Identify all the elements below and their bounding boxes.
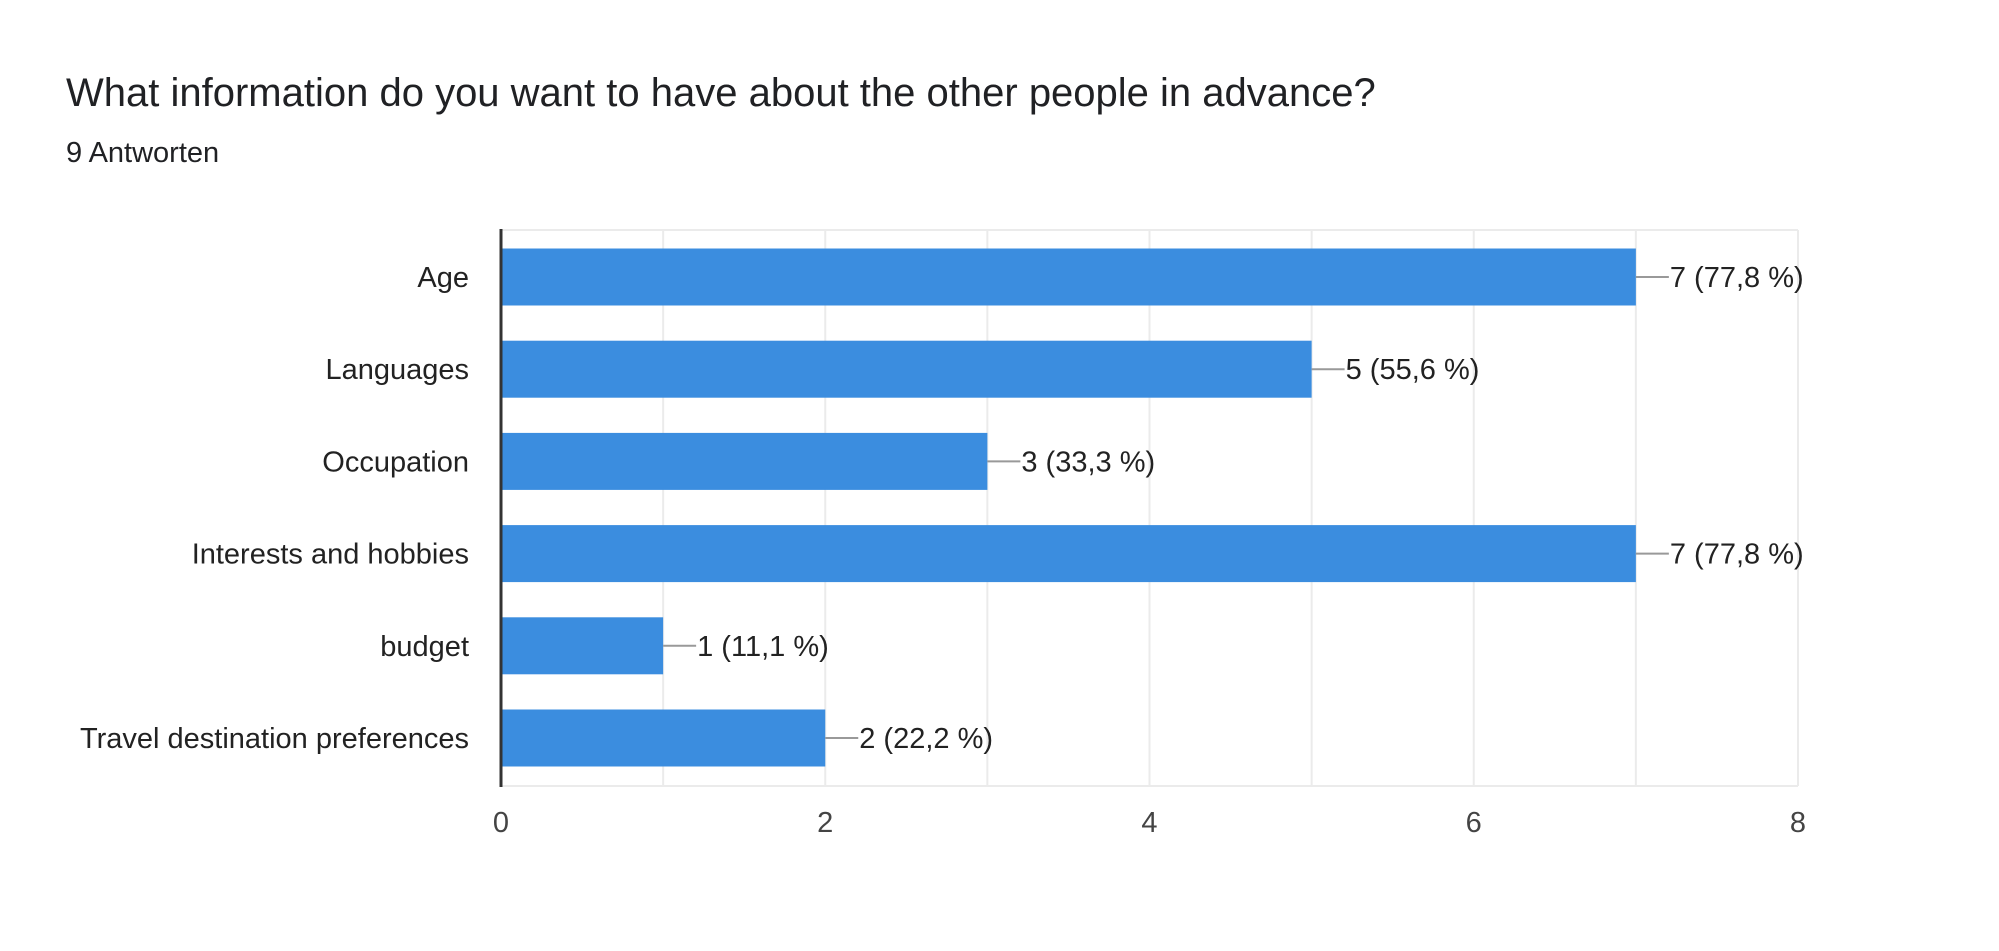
value-label-5: 1 (11,1 %) <box>697 631 829 663</box>
grid-lines <box>501 229 1799 787</box>
x-tick-label-6: 6 <box>1466 807 1482 839</box>
category-label-3: Occupation <box>322 446 469 478</box>
x-tick-label-4: 4 <box>1141 807 1157 839</box>
category-label-4: Interests and hobbies <box>192 539 469 571</box>
bar-3 <box>501 432 988 490</box>
category-label-6: Travel destination preferences <box>80 723 469 755</box>
value-label-4: 7 (77,8 %) <box>1670 539 1804 571</box>
bar-4 <box>501 525 1636 583</box>
category-label-5: budget <box>380 631 469 663</box>
value-label-1: 7 (77,8 %) <box>1670 262 1804 294</box>
x-tick-label-8: 8 <box>1790 807 1806 839</box>
bar-5 <box>501 617 664 675</box>
bar-2 <box>501 340 1312 398</box>
value-label-6: 2 (22,2 %) <box>859 723 993 755</box>
bar-6 <box>501 709 826 767</box>
category-label-1: Age <box>417 262 469 294</box>
category-label-2: Languages <box>325 354 469 386</box>
x-tick-label-0: 0 <box>493 807 509 839</box>
labels: Age 7 (77,8 %) Languages 5 (55,6 %) Occupati… <box>80 262 1804 755</box>
value-label-3: 3 (33,3 %) <box>1021 446 1155 478</box>
bars <box>501 248 1636 767</box>
bar-1 <box>501 248 1636 306</box>
response-count: 9 Antworten <box>66 137 220 169</box>
value-label-2: 5 (55,6 %) <box>1346 354 1480 386</box>
chart-title: What information do you want to have abo… <box>66 71 1376 115</box>
x-tick-label-2: 2 <box>817 807 833 839</box>
axes: 0 2 4 6 8 <box>493 229 1806 839</box>
